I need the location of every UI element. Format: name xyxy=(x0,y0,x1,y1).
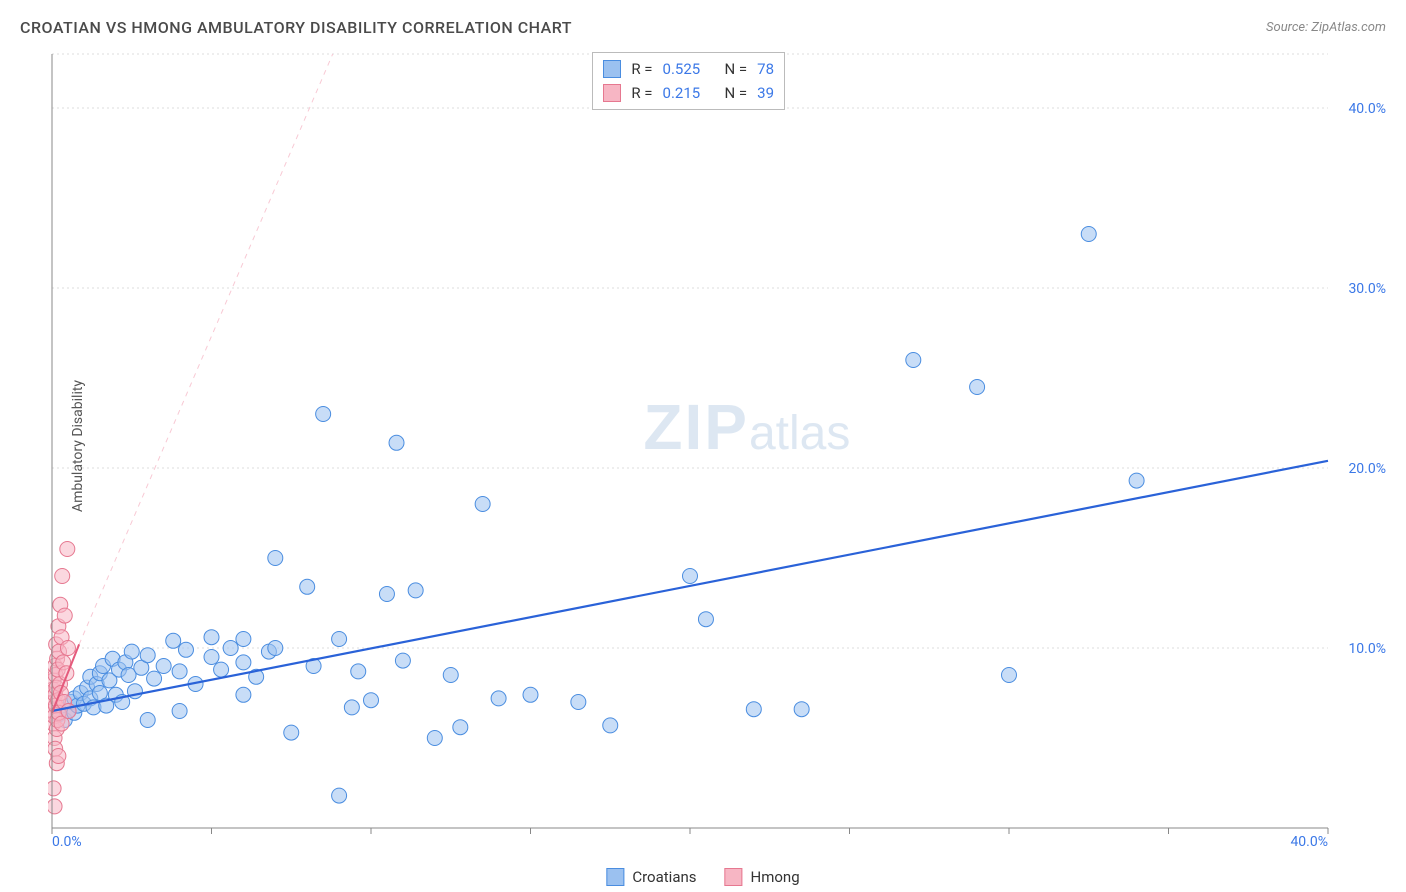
chart-title: CROATIAN VS HMONG AMBULATORY DISABILITY … xyxy=(20,18,572,37)
croatians-point xyxy=(603,718,618,733)
legend-label: Hmong xyxy=(751,868,800,886)
croatians-point xyxy=(172,664,187,679)
croatians-point xyxy=(236,687,251,702)
hmong-point xyxy=(51,749,66,764)
y-tick-label: 30.0% xyxy=(1348,281,1386,297)
croatians-point xyxy=(204,650,219,665)
croatians-point xyxy=(172,704,187,719)
stats-n-val: 39 xyxy=(757,81,774,105)
legend-swatch xyxy=(606,868,624,886)
croatians-point xyxy=(408,583,423,598)
stats-r-val: 0.525 xyxy=(663,57,715,81)
croatians-point xyxy=(794,702,809,717)
stats-n-key: N = xyxy=(725,81,748,105)
croatians-point xyxy=(443,668,458,683)
stats-n-key: N = xyxy=(725,57,748,81)
croatians-point xyxy=(316,407,331,422)
hmong-point xyxy=(60,641,75,656)
croatians-point xyxy=(698,612,713,627)
chart-svg: ZIPatlas 0.0% 40.0% 10.0% 20.0% 30.0% 40.0% xyxy=(48,48,1392,850)
y-tick-label: 20.0% xyxy=(1348,461,1386,477)
hmong-point xyxy=(57,608,72,623)
bottom-legend: Croatians Hmong xyxy=(606,868,799,886)
croatians-point xyxy=(1081,227,1096,242)
croatians-point xyxy=(156,659,171,674)
croatians-point xyxy=(147,671,162,686)
croatians-point xyxy=(746,702,761,717)
chart-area: ZIPatlas 0.0% 40.0% 10.0% 20.0% 30.0% 40.0% R … xyxy=(48,48,1392,850)
hmong-point xyxy=(60,542,75,557)
croatians-point xyxy=(344,700,359,715)
croatians-point xyxy=(140,648,155,663)
stats-row: R = 0.525 N = 78 xyxy=(603,57,774,81)
hmong-point xyxy=(48,781,61,796)
croatians-point xyxy=(427,731,442,746)
stats-swatch xyxy=(603,60,621,78)
croatians-point xyxy=(906,353,921,368)
y-tick-label: 40.0% xyxy=(1348,101,1386,117)
croatians-point xyxy=(1002,668,1017,683)
legend-swatch xyxy=(725,868,743,886)
croatians-point xyxy=(389,435,404,450)
hmong-point xyxy=(55,569,70,584)
croatians-point xyxy=(970,380,985,395)
croatians-point xyxy=(214,662,229,677)
stats-r-key: R = xyxy=(631,57,652,81)
stats-n-val: 78 xyxy=(757,57,774,81)
croatians-point xyxy=(1129,473,1144,488)
trend-extension-hmong xyxy=(79,54,333,644)
croatians-point xyxy=(140,713,155,728)
croatians-point xyxy=(166,633,181,648)
croatians-point xyxy=(332,788,347,803)
croatians-point xyxy=(523,687,538,702)
croatians-point xyxy=(124,644,139,659)
croatians-point xyxy=(178,642,193,657)
croatians-point xyxy=(683,569,698,584)
croatians-point xyxy=(284,725,299,740)
croatians-point xyxy=(300,579,315,594)
croatians-point xyxy=(268,551,283,566)
y-tick-label: 10.0% xyxy=(1348,641,1386,657)
legend-label: Croatians xyxy=(632,868,696,886)
croatians-point xyxy=(223,641,238,656)
trend-croatians xyxy=(52,461,1328,711)
watermark: ZIPatlas xyxy=(643,391,850,463)
croatians-point xyxy=(351,664,366,679)
stats-r-val: 0.215 xyxy=(663,81,715,105)
croatians-point xyxy=(236,655,251,670)
stats-r-key: R = xyxy=(631,81,652,105)
stats-swatch xyxy=(603,84,621,102)
croatians-point xyxy=(268,641,283,656)
hmong-point xyxy=(48,799,62,814)
stats-box: R = 0.525 N = 78 R = 0.215 N = 39 xyxy=(592,52,785,110)
croatians-point xyxy=(332,632,347,647)
source-label: Source: ZipAtlas.com xyxy=(1266,20,1386,35)
croatians-point xyxy=(491,691,506,706)
legend-item: Hmong xyxy=(725,868,800,886)
croatians-point xyxy=(379,587,394,602)
x-tick-label-right: 40.0% xyxy=(1290,834,1328,850)
croatians-point xyxy=(395,653,410,668)
croatians-point xyxy=(236,632,251,647)
croatians-point xyxy=(364,693,379,708)
x-tick-label-left: 0.0% xyxy=(52,834,82,850)
croatians-point xyxy=(453,720,468,735)
legend-item: Croatians xyxy=(606,868,696,886)
stats-row: R = 0.215 N = 39 xyxy=(603,81,774,105)
croatians-point xyxy=(204,630,219,645)
croatians-point xyxy=(475,497,490,512)
croatians-point xyxy=(571,695,586,710)
